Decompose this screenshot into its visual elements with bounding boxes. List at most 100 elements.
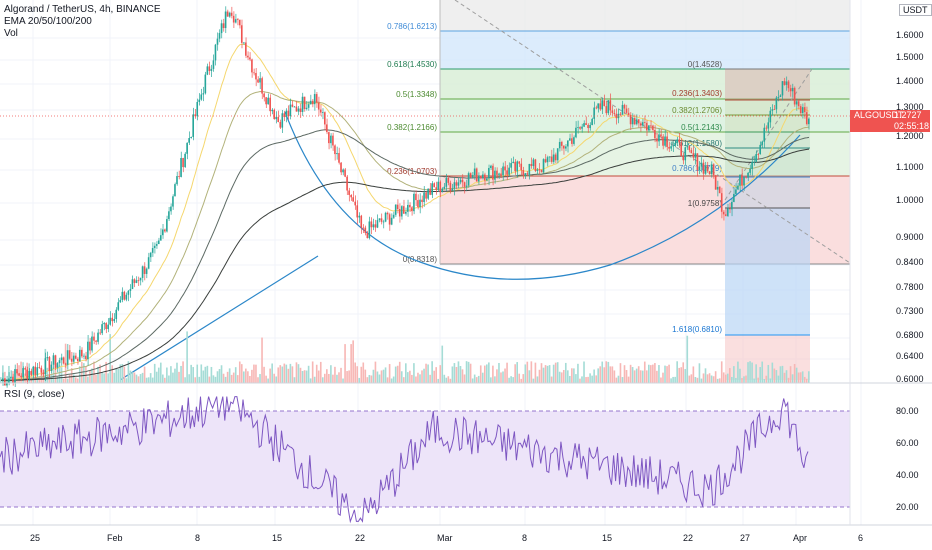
fib-extension-right[interactable]: 0(1.4528) 0.236(1.3403) 0.382(1.2706) 0.… xyxy=(672,60,810,380)
volume-bar xyxy=(372,369,375,383)
candle-body xyxy=(799,106,802,114)
volume-bar xyxy=(368,374,371,383)
ema-20-line xyxy=(0,43,810,382)
volume-legend[interactable]: Vol xyxy=(4,28,18,39)
volume-bar xyxy=(392,376,395,383)
volume-bar xyxy=(690,374,693,383)
candle-body xyxy=(506,170,508,175)
volume-bar xyxy=(295,362,298,383)
candle-body xyxy=(627,112,630,115)
volume-bar xyxy=(76,378,79,383)
candle-body xyxy=(356,205,359,218)
volume-bar xyxy=(287,368,290,383)
candle-body xyxy=(591,118,593,126)
volume-bar xyxy=(283,363,286,383)
candle-body xyxy=(103,323,105,325)
candle-body xyxy=(676,139,678,143)
volume-bar xyxy=(125,378,128,383)
volume-bar xyxy=(629,364,632,383)
candle-body xyxy=(787,81,790,89)
candle-body xyxy=(299,108,302,112)
candle-body xyxy=(512,161,514,164)
volume-bar xyxy=(402,377,405,383)
candle-body xyxy=(168,211,170,220)
ema-legend[interactable]: EMA 20/50/100/200 xyxy=(4,16,92,27)
candle-body xyxy=(261,78,263,94)
volume-bar xyxy=(293,377,296,383)
candle-body xyxy=(753,161,755,163)
volume-bar xyxy=(180,365,182,383)
volume-bar xyxy=(498,362,500,383)
x-tick-3: 15 xyxy=(272,533,282,543)
candle-body xyxy=(791,87,794,92)
candle-body xyxy=(78,349,81,362)
candle-body xyxy=(216,38,219,45)
candle-body xyxy=(461,179,464,183)
candle-body xyxy=(20,375,22,378)
price-axis[interactable]: 1.6000 1.5000 1.4000 1.3000 1.2000 1.100… xyxy=(849,0,924,525)
volume-bar xyxy=(514,364,516,383)
candle-body xyxy=(97,332,99,342)
volume-bar xyxy=(281,366,284,383)
candle-body xyxy=(577,127,579,128)
candle-body xyxy=(556,148,559,161)
candle-body xyxy=(133,279,136,283)
volume-bar xyxy=(113,372,116,383)
volume-bar xyxy=(164,377,166,383)
candle-body xyxy=(6,382,8,386)
volume-bar xyxy=(299,367,302,383)
candle-body xyxy=(259,78,261,83)
candle-body xyxy=(635,119,638,125)
volume-bars xyxy=(0,331,810,383)
candle-body xyxy=(249,57,251,60)
volume-bar xyxy=(793,363,796,383)
volume-bar xyxy=(737,361,739,383)
candle-body xyxy=(220,23,223,34)
volume-bar xyxy=(72,374,75,383)
volume-bar xyxy=(459,366,462,383)
volume-bar xyxy=(718,378,721,383)
trend-lines[interactable] xyxy=(119,0,851,381)
volume-bar xyxy=(307,365,310,383)
volume-bar xyxy=(429,374,431,383)
volume-bar xyxy=(745,375,747,383)
volume-bar xyxy=(291,366,294,383)
candle-body xyxy=(76,358,79,362)
candle-body xyxy=(441,188,444,193)
volume-bar xyxy=(795,367,798,383)
candle-body xyxy=(155,244,158,246)
volume-bar xyxy=(313,376,316,383)
candle-body xyxy=(135,280,138,283)
volume-bar xyxy=(439,365,442,383)
x-tick-10: Apr xyxy=(793,533,807,543)
volume-bar xyxy=(127,361,130,383)
volume-bar xyxy=(599,366,602,383)
volume-bar xyxy=(488,362,490,383)
rsi-legend[interactable]: RSI (9, close) xyxy=(4,389,65,400)
rsi-pane[interactable] xyxy=(0,396,850,524)
candle-body xyxy=(234,19,237,23)
volume-bar xyxy=(791,374,794,383)
volume-bar xyxy=(352,340,354,383)
candle-body xyxy=(326,124,328,133)
candle-body xyxy=(597,103,599,109)
time-axis[interactable]: 25 Feb 8 15 22 Mar 8 15 22 27 Apr 6 xyxy=(30,533,863,543)
volume-bar xyxy=(178,371,180,383)
candle-body xyxy=(771,109,774,111)
candle-body xyxy=(585,123,587,125)
candle-body xyxy=(587,124,589,129)
volume-bar xyxy=(131,372,134,383)
volume-bar xyxy=(111,365,113,383)
volume-bar xyxy=(538,369,541,383)
volume-bar xyxy=(279,365,282,383)
volume-bar xyxy=(151,377,154,383)
current-price-tag[interactable]: ALGOUSDT 1.2727 02:55:18 xyxy=(850,110,930,132)
volume-bar xyxy=(591,375,593,383)
currency-selector[interactable]: USDT xyxy=(899,4,932,16)
candle-body xyxy=(579,127,581,129)
candle-body xyxy=(769,110,772,123)
volume-bar xyxy=(694,377,697,383)
arc-curve[interactable] xyxy=(284,111,801,280)
candle-body xyxy=(698,166,701,171)
